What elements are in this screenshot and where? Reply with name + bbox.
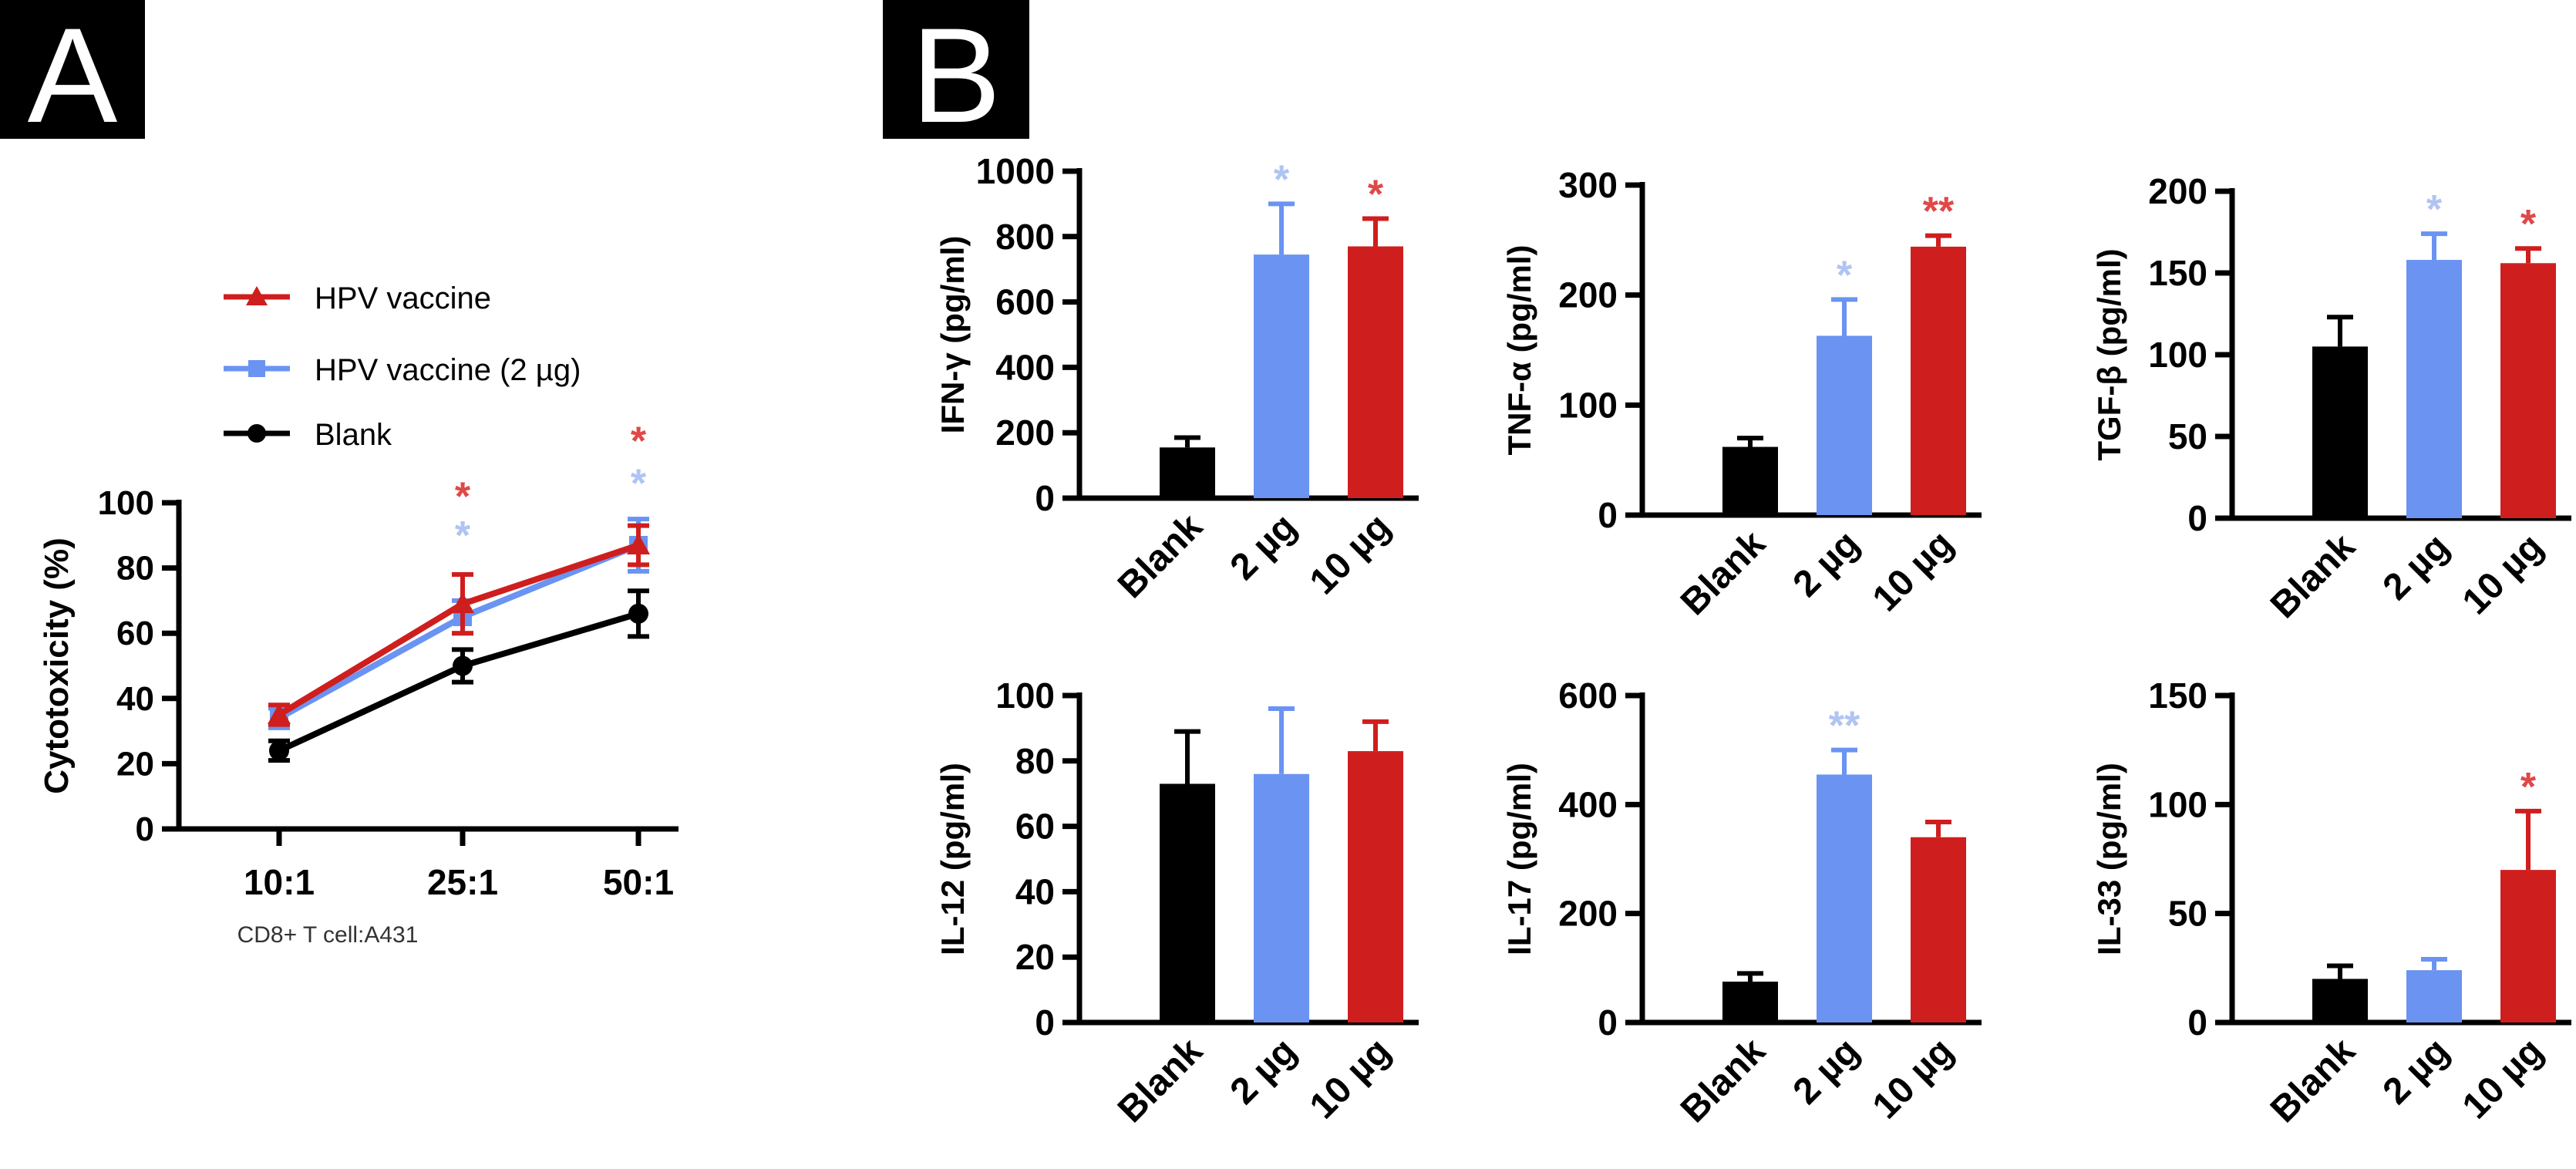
bar-y-tick-label: 400 [1558, 784, 1618, 824]
legend-marker [246, 286, 268, 305]
bar-y-tick-label: 600 [995, 282, 1055, 322]
bar-rect [1911, 246, 1966, 515]
bar-y-tick-label: 150 [2148, 253, 2207, 293]
panel-b-label-text: B [911, 1, 1002, 151]
bar-significance: * [2520, 202, 2537, 247]
bar-rect [2406, 260, 2462, 518]
line-y-tick-label: 80 [116, 550, 154, 588]
bar-rect [1348, 246, 1403, 498]
bar-significance: ** [1829, 704, 1860, 749]
line-y-axis-title: Cytotoxicity (%) [38, 537, 76, 793]
legend-label: HPV vaccine [315, 281, 491, 315]
significance-star: * [455, 514, 471, 558]
bar-significance: * [1274, 157, 1290, 202]
bar-y-axis-title: TNF-α (pg/ml) [1501, 244, 1537, 455]
series-point [627, 533, 650, 554]
panel-a-label-text: A [28, 1, 118, 151]
legend-marker [247, 424, 266, 443]
series-point [451, 592, 474, 614]
bar-y-tick-label: 0 [1035, 1002, 1055, 1043]
bar-y-tick-label: 200 [2148, 171, 2207, 211]
series-point [453, 655, 473, 676]
bar-rect [2312, 979, 2368, 1022]
bar-y-tick-label: 0 [1598, 1002, 1618, 1043]
series-point [268, 702, 291, 724]
bar-y-tick-label: 150 [2148, 675, 2207, 716]
series-point [269, 740, 289, 761]
bar-y-tick-label: 0 [1035, 478, 1055, 518]
bar-rect [1911, 837, 1966, 1022]
bar-rect [1254, 254, 1309, 498]
bar-y-tick-label: 100 [2148, 784, 2207, 824]
bar-y-tick-label: 600 [1558, 675, 1618, 716]
legend-marker [248, 360, 265, 377]
bar-y-tick-label: 80 [1015, 741, 1055, 781]
bar-y-tick-label: 100 [995, 675, 1055, 716]
series-point [628, 603, 648, 624]
bar-significance: * [1368, 172, 1384, 217]
cytotoxicity-line-chart: 0 20 40 60 80 100 10:1 25:1 50:1 Cytotoxicity (%)… [38, 281, 679, 948]
bar-y-tick-label: 200 [1558, 894, 1618, 934]
legend-label: HPV vaccine (2 µg) [315, 353, 581, 387]
bar-y-tick-label: 50 [2168, 894, 2207, 934]
bar-rect [2500, 263, 2556, 518]
bar-y-tick-label: 200 [1558, 275, 1618, 315]
bar-significance: * [2520, 765, 2537, 810]
bar-y-tick-label: 0 [2187, 498, 2207, 538]
line-y-tick-label: 60 [116, 615, 154, 652]
bar-rect [1817, 335, 1872, 515]
bar-y-tick-label: 0 [2187, 1002, 2207, 1043]
bar-y-tick-label: 300 [1558, 165, 1618, 205]
bar-rect [2406, 970, 2462, 1022]
line-x-tick-label: 10:1 [244, 862, 315, 902]
bar-y-tick-label: 100 [2148, 335, 2207, 375]
significance-star: * [455, 474, 471, 519]
line-x-tick-label: 50:1 [603, 862, 674, 902]
bar-significance: * [1837, 253, 1853, 298]
panel-b-label: B [883, 0, 1029, 151]
bar-y-tick-label: 100 [1558, 385, 1618, 425]
bar-rect [1722, 446, 1778, 515]
panel-a-label-box [0, 0, 145, 139]
panel-a-label: A [0, 0, 145, 151]
bar-y-axis-title: IL-33 (pg/ml) [2091, 763, 2127, 955]
bar-rect [1160, 447, 1215, 498]
line-y-tick-label: 20 [116, 745, 154, 783]
bar-significance: * [2426, 187, 2443, 232]
bar-rect [1817, 774, 1872, 1022]
bar-y-tick-label: 400 [995, 347, 1055, 387]
line-y-tick-label: 40 [116, 680, 154, 718]
bar-y-axis-title: IL-17 (pg/ml) [1501, 763, 1537, 955]
bar-y-axis-title: TGF-β (pg/ml) [2091, 248, 2127, 460]
bar-rect [1722, 982, 1778, 1022]
bar-y-tick-label: 200 [995, 413, 1055, 453]
bar-rect [1254, 773, 1309, 1022]
line-x-tick-label: 25:1 [427, 862, 498, 902]
significance-star: * [631, 461, 647, 506]
bar-y-tick-label: 800 [995, 217, 1055, 257]
bar-y-tick-label: 60 [1015, 807, 1055, 847]
bar-rect [1348, 751, 1403, 1022]
bar-y-tick-label: 1000 [976, 151, 1055, 191]
bar-significance: ** [1923, 190, 1955, 234]
significance-star: * [631, 419, 647, 463]
bar-y-tick-label: 50 [2168, 416, 2207, 456]
bar-rect [2500, 870, 2556, 1022]
legend-label: Blank [315, 418, 392, 452]
bar-y-tick-label: 0 [1598, 495, 1618, 535]
line-y-tick-label: 100 [98, 484, 154, 522]
panel-b-label-box [883, 0, 1029, 139]
line-y-tick-label: 0 [136, 810, 154, 848]
bar-y-tick-label: 40 [1015, 871, 1055, 911]
bar-rect [1160, 783, 1215, 1022]
bar-y-axis-title: IL-12 (pg/ml) [934, 763, 971, 955]
bar-rect [2312, 346, 2368, 518]
bar-y-tick-label: 20 [1015, 937, 1055, 977]
line-x-axis-title: CD8+ T cell:A431 [237, 922, 419, 948]
bar-y-axis-title: IFN-γ (pg/ml) [934, 236, 971, 434]
